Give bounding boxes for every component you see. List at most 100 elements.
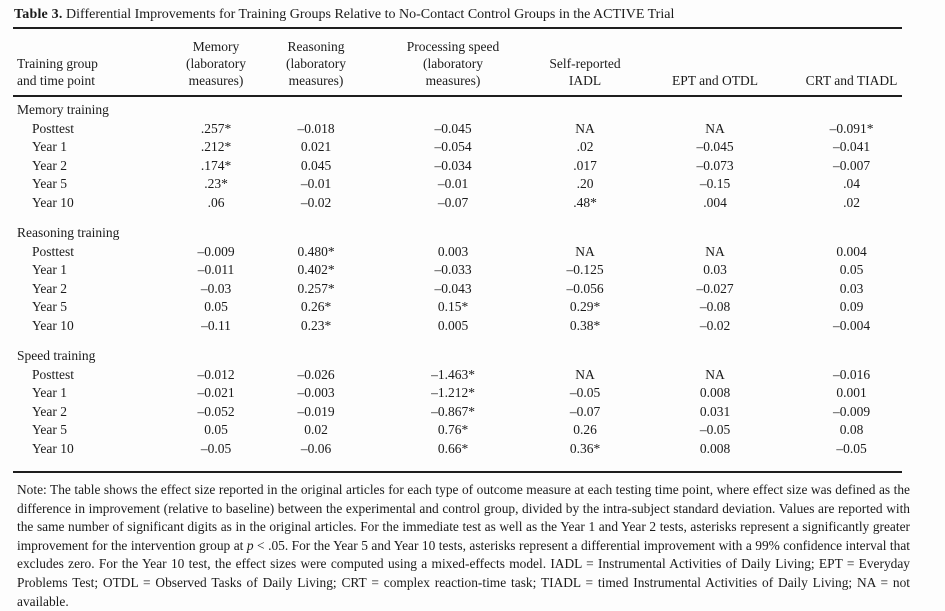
row-label: Year 10: [32, 440, 74, 456]
table-cell: .02: [576, 139, 594, 154]
table-cell: 0.021: [300, 139, 332, 154]
note-text-2: < .05. For the Year 5 and Year 10 tests,…: [17, 537, 910, 609]
table-cell: –0.07: [437, 194, 469, 210]
row-label: Year 5: [32, 176, 68, 191]
header-row: Training group and time point Memory (la…: [13, 29, 902, 97]
table-cell: –0.041: [832, 139, 871, 154]
table-cell: 0.480*: [297, 243, 335, 259]
table-body: Memory training Posttest .257* –0.018 –0.045…: [13, 96, 902, 471]
table-bottom-rule: [13, 471, 902, 473]
row-label: Year 1: [32, 139, 68, 154]
table-cell: –0.018: [297, 120, 335, 136]
table-cell: –0.11: [201, 317, 231, 333]
results-table: Training group and time point Memory (la…: [13, 29, 902, 471]
table-cell: –0.08: [699, 299, 731, 314]
table-cell: 0.004: [836, 243, 867, 259]
table-cell: .23*: [204, 176, 228, 191]
column-header-training-group: Training group and time point: [13, 29, 165, 97]
row-label: Year 1: [32, 385, 68, 400]
table-cell: 0.031: [699, 403, 731, 419]
table-cell: –0.05: [699, 422, 731, 437]
table-row: Year 10 .06 –0.02 –0.07 .48* .004 .02: [13, 194, 902, 213]
title-rule: [13, 27, 902, 29]
table-cell: 0.05: [839, 262, 864, 277]
table-cell: .48*: [573, 194, 597, 210]
table-row: Year 5 0.05 0.02 0.76* 0.26 –0.05 0.08: [13, 421, 902, 440]
section-header-row: Speed training: [13, 335, 902, 366]
row-label: Posttest: [32, 243, 75, 259]
row-label: Year 2: [32, 280, 68, 296]
table-cell: –0.034: [434, 157, 472, 173]
table-cell: –0.05: [569, 385, 601, 400]
section-header-row: Memory training: [13, 96, 902, 120]
row-label: Year 5: [32, 422, 68, 437]
table-cell: .017: [573, 157, 597, 173]
table-row: Year 1 –0.011 0.402* –0.033 –0.125 0.03 0.05: [13, 261, 902, 280]
table-cell: –0.011: [197, 262, 235, 277]
column-header-reasoning: Reasoning (laboratory measures): [267, 29, 365, 97]
row-label: Posttest: [32, 366, 75, 382]
table-cell: 0.02: [304, 422, 328, 437]
table-cell: –0.007: [832, 157, 871, 173]
table-cell: 0.257*: [297, 280, 335, 296]
table-cell: –0.003: [297, 385, 335, 400]
table-cell: –0.033: [434, 262, 472, 277]
table-row: Year 2 .174* 0.045 –0.034 .017 –0.073 –0.007: [13, 157, 902, 176]
table-cell: –0.056: [566, 280, 604, 296]
table-cell: 0.003: [437, 243, 469, 259]
table-cell: NA: [705, 120, 725, 136]
column-header-memory: Memory (laboratory measures): [165, 29, 267, 97]
table-cell: –0.091*: [829, 120, 874, 136]
column-header-crt-tiadl: CRT and TIADL: [801, 29, 902, 97]
table-cell: NA: [575, 366, 595, 382]
table-title: Table 3. Differential Improvements for T…: [13, 6, 903, 23]
table-cell: NA: [705, 243, 725, 259]
table-cell: 0.26*: [300, 299, 332, 314]
table-cell: –0.02: [300, 194, 332, 210]
table-cell: 0.36*: [569, 440, 601, 456]
table-cell: –0.125: [566, 262, 604, 277]
note-text-1: Note: The table shows the effect size re…: [17, 482, 910, 553]
section-header-row: Reasoning training: [13, 212, 902, 243]
table-note: Note: The table shows the effect size re…: [13, 481, 910, 611]
table-cell: –0.009: [197, 243, 235, 259]
table-row: Year 5 0.05 0.26* 0.15* 0.29* –0.08 0.09: [13, 298, 902, 317]
table-cell: .20: [576, 176, 594, 191]
table-row: Year 10 –0.11 0.23* 0.005 0.38* –0.02 –0.004: [13, 317, 902, 336]
table-cell: .04: [843, 176, 860, 191]
table-cell: 0.66*: [437, 440, 469, 456]
table-cell: –0.012: [197, 366, 235, 382]
table-cell: –0.03: [200, 280, 232, 296]
table-cell: –0.07: [569, 403, 601, 419]
table-cell: .02: [843, 194, 860, 210]
table-cell: NA: [575, 120, 595, 136]
table-cell: NA: [575, 243, 595, 259]
table-cell: 0.03: [703, 262, 727, 277]
row-label: Year 1: [32, 262, 68, 277]
table-cell: 0.03: [839, 280, 864, 296]
table-cell: 0.005: [437, 317, 469, 333]
table-cell: –0.019: [297, 403, 335, 419]
table-cell: .004: [703, 194, 727, 210]
table-row: Posttest .257* –0.018 –0.045 NA NA –0.091*: [13, 120, 902, 139]
table-cell: –0.01: [300, 176, 332, 191]
table-cell: .257*: [200, 120, 232, 136]
table-cell: –0.045: [434, 120, 472, 136]
table-cell: –1.212*: [431, 385, 475, 400]
table-cell: –0.052: [197, 403, 235, 419]
table-cell: –0.054: [434, 139, 472, 154]
table-row: Year 1 .212* 0.021 –0.054 .02 –0.045 –0.041: [13, 138, 902, 157]
column-header-ept-otdl: EPT and OTDL: [629, 29, 801, 97]
section-label: Memory training: [17, 102, 109, 117]
table-cell: 0.05: [204, 422, 228, 437]
table-cell: .174*: [200, 157, 232, 173]
table-cell: 0.045: [300, 157, 332, 173]
table-header: Training group and time point Memory (la…: [13, 29, 902, 97]
row-label: Posttest: [32, 120, 75, 136]
table-cell: 0.38*: [569, 317, 601, 333]
row-label: Year 10: [32, 317, 74, 333]
table-cell: 0.76*: [437, 422, 469, 437]
table-row: Posttest –0.009 0.480* 0.003 NA NA 0.004: [13, 243, 902, 262]
table-cell: –0.027: [696, 280, 734, 296]
table-cell: .06: [207, 194, 225, 210]
